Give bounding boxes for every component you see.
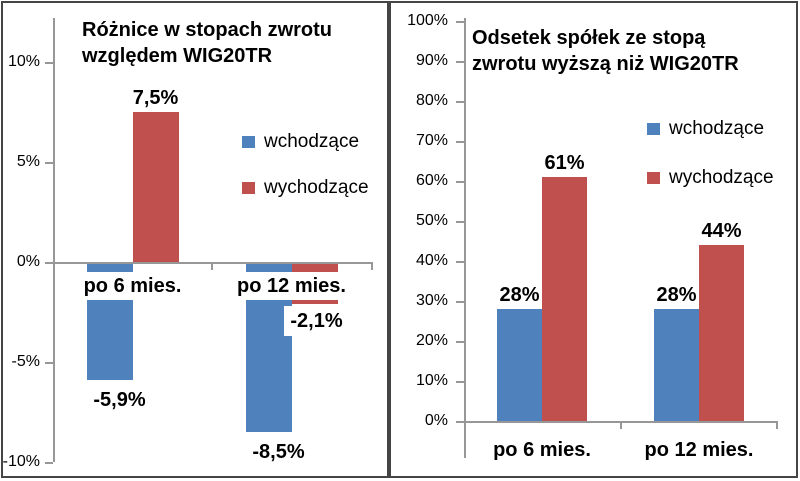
y-tick-label: 60% xyxy=(415,172,448,189)
data-label-text: 44% xyxy=(701,220,742,242)
category-label-text: po 12 mies. xyxy=(644,439,754,461)
y-axis-tick xyxy=(456,181,464,183)
legend-entry-wchodzace: wchodzące xyxy=(647,118,764,140)
data-label-text: -2,1% xyxy=(284,306,349,336)
category-label: po 6 mies. xyxy=(472,436,612,464)
y-tick-label: 90% xyxy=(415,52,448,69)
y-axis-tick xyxy=(456,301,464,303)
data-label: 61% xyxy=(495,151,635,175)
y-tick-label: 0% xyxy=(424,412,448,429)
y-axis-tick xyxy=(45,262,53,264)
category-label-text: po 6 mies. xyxy=(493,439,591,461)
y-tick-label: -10% xyxy=(2,453,40,470)
data-label: 44% xyxy=(652,219,792,243)
bar-wychodzące-po6mies xyxy=(132,112,179,262)
legend-label: wychodzące xyxy=(264,177,369,198)
y-tick-label: 0% xyxy=(16,253,40,270)
bar-wychodzące-po6mies xyxy=(542,177,587,421)
bar-wchodzące-po6mies xyxy=(86,262,133,380)
y-tick-label: 40% xyxy=(415,252,448,269)
y-axis-tick xyxy=(456,421,464,423)
x-axis-tick xyxy=(620,421,622,429)
y-axis-tick xyxy=(456,61,464,63)
y-axis-tick xyxy=(456,341,464,343)
data-label-text: 7,5% xyxy=(132,87,179,109)
y-axis-tick xyxy=(456,261,464,263)
chart-title-left: Różnice w stopach zwrotu względem WIG20T… xyxy=(82,17,332,69)
y-axis-tick xyxy=(45,362,53,364)
legend-label: wychodzące xyxy=(669,167,774,188)
data-label-text: 61% xyxy=(544,152,585,174)
y-axis-tick xyxy=(456,221,464,223)
y-axis-tick xyxy=(45,62,53,64)
bar-wchodzące-po12mies xyxy=(654,309,699,421)
y-tick-label: 10% xyxy=(415,372,448,389)
data-label-text: 28% xyxy=(499,284,540,306)
data-label-text: 28% xyxy=(656,284,697,306)
legend-entry-wychodzace: wychodzące xyxy=(242,177,369,199)
bar-wychodzące-po12mies xyxy=(699,245,744,421)
y-axis-line xyxy=(464,18,466,458)
y-axis-tick xyxy=(456,141,464,143)
bar-wchodzące-po12mies xyxy=(245,262,292,432)
legend-label: wchodzące xyxy=(264,131,360,152)
bar-wychodzące-po12mies xyxy=(291,262,338,304)
chart-title-right-line2: zwrotu wyższą niż WIG20TR xyxy=(472,53,739,75)
y-tick-label: 20% xyxy=(415,332,448,349)
data-label-text: -8,5% xyxy=(252,441,305,463)
y-tick-label: -5% xyxy=(11,353,40,370)
y-axis-tick xyxy=(456,101,464,103)
legend-entry-wychodzace: wychodzące xyxy=(647,167,774,189)
x-axis-tick xyxy=(776,421,778,429)
y-axis-line xyxy=(53,18,55,462)
legend-color-swatch-icon xyxy=(242,136,255,148)
category-label: po 12 mies. xyxy=(629,436,769,464)
y-tick-label: 100% xyxy=(407,12,448,29)
data-label: -8,5% xyxy=(209,440,349,464)
y-axis-tick xyxy=(456,381,464,383)
chart-panel-returns-diff: Różnice w stopach zwrotu względem WIG20T… xyxy=(1,1,389,478)
legend-label: wchodzące xyxy=(669,118,765,139)
x-axis-tick xyxy=(371,262,373,270)
y-tick-label: 70% xyxy=(415,132,448,149)
y-tick-label: 50% xyxy=(415,212,448,229)
chart-title-right-line1: Odsetek spółek ze stopą xyxy=(472,27,706,49)
category-label: po 6 mies. xyxy=(63,272,203,300)
bar-wchodzące-po6mies xyxy=(497,309,542,421)
data-label: 7,5% xyxy=(86,86,226,110)
legend-entry-wchodzace: wchodzące xyxy=(242,131,359,153)
y-axis-tick xyxy=(45,162,53,164)
chart-panel-pct-above-wig20tr: Odsetek spółek ze stopą zwrotu wyższą ni… xyxy=(389,1,798,478)
legend-color-swatch-icon xyxy=(647,123,660,135)
legend-color-swatch-icon xyxy=(242,182,255,194)
y-tick-label: 80% xyxy=(415,92,448,109)
x-axis-tick xyxy=(211,262,213,270)
chart-title-left-line2: względem WIG20TR xyxy=(82,45,273,67)
legend-color-swatch-icon xyxy=(647,172,660,184)
y-tick-label: 5% xyxy=(16,153,40,170)
chart-title-right: Odsetek spółek ze stopą zwrotu wyższą ni… xyxy=(472,25,739,77)
chart-title-left-line1: Różnice w stopach zwrotu xyxy=(82,19,333,41)
data-label-text: -5,9% xyxy=(93,389,146,411)
y-tick-label: 10% xyxy=(7,53,40,70)
y-tick-label: 30% xyxy=(415,292,448,309)
data-label: -5,9% xyxy=(50,388,190,412)
y-axis-tick xyxy=(45,462,53,464)
y-axis-tick xyxy=(456,21,464,23)
